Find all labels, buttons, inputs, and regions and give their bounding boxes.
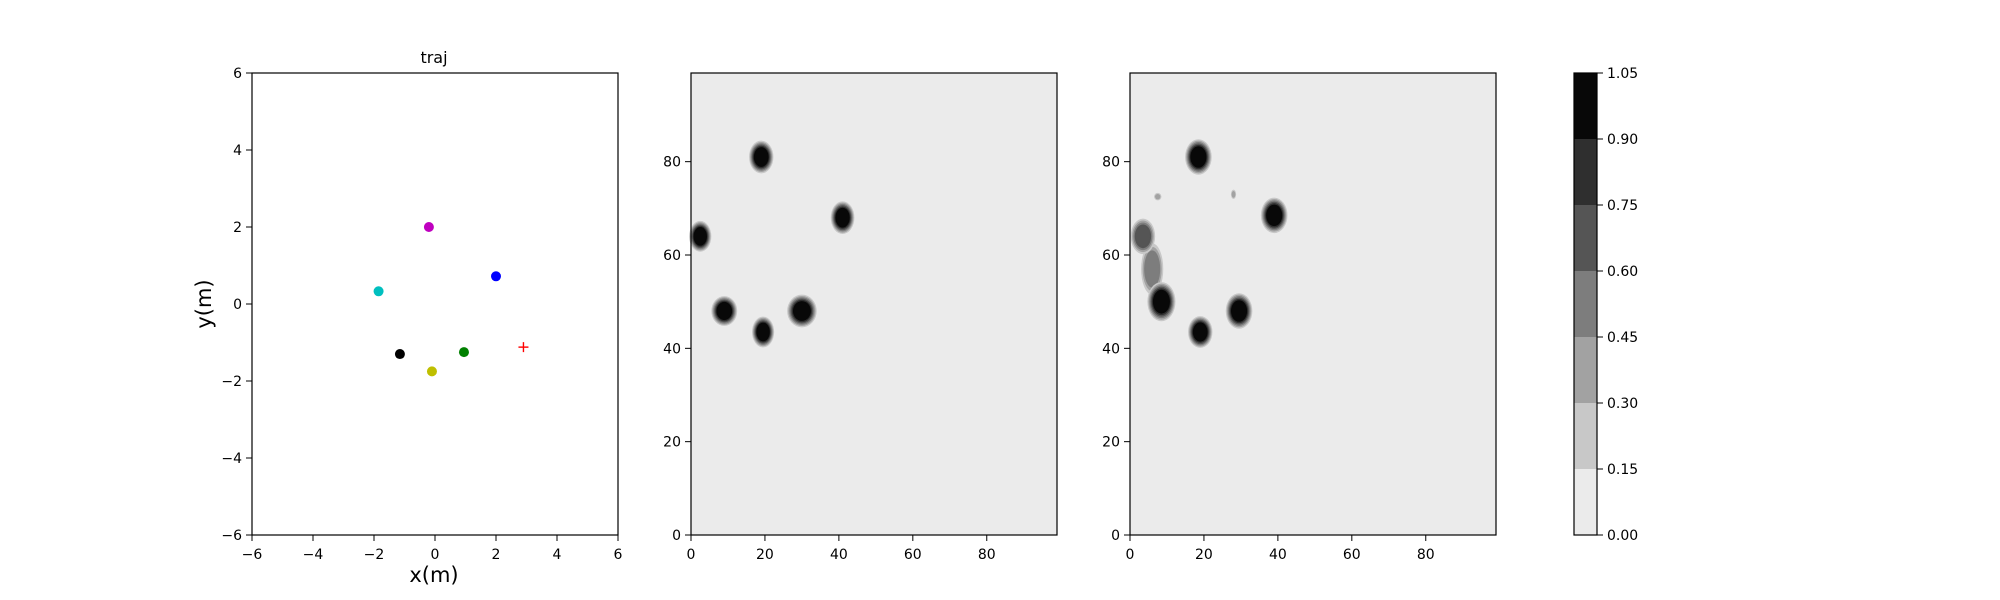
y-tick-label: 80 xyxy=(1102,155,1120,171)
y-tick-label: 40 xyxy=(1102,341,1120,357)
x-tick-label: 0 xyxy=(1126,547,1135,563)
map-obstacle-blob xyxy=(830,201,855,235)
x-tick-label: −6 xyxy=(242,547,263,563)
y-tick-label: 4 xyxy=(233,143,242,159)
y-tick-label: 60 xyxy=(1102,248,1120,264)
colorbar-bands xyxy=(1574,73,1597,535)
colorbar-band xyxy=(1574,139,1597,205)
x-tick-label: 0 xyxy=(431,547,440,563)
map-background xyxy=(691,73,1057,535)
x-tick-label: 60 xyxy=(904,547,922,563)
traj-agent-point xyxy=(423,222,434,232)
y-tick-label: 60 xyxy=(663,248,681,264)
x-tick-label: 20 xyxy=(1195,547,1213,563)
x-tick-label: −4 xyxy=(303,547,324,563)
x-tick-label: 6 xyxy=(614,547,623,563)
predicted-map-panel: 0 20 40 60 80 0 20 40 60 80 xyxy=(1102,72,1497,563)
y-tick-label: 6 xyxy=(233,66,242,82)
traj-agent-point xyxy=(458,347,469,358)
x-tick-label: 40 xyxy=(1269,547,1287,563)
map-obstacle-blob xyxy=(711,296,738,326)
y-tick-label: 0 xyxy=(672,528,681,544)
colorbar-tick-label: 0.00 xyxy=(1607,528,1638,544)
colorbar-band xyxy=(1574,469,1597,535)
x-tick-label: 80 xyxy=(978,547,996,563)
colorbar-band xyxy=(1574,337,1597,403)
colorbar-tick-label: 0.75 xyxy=(1607,198,1638,214)
x-tick-label: 2 xyxy=(492,547,501,563)
x-tick-label: −2 xyxy=(364,547,385,563)
traj-y-axis-label: y(m) xyxy=(192,279,216,328)
traj-agent-point xyxy=(426,366,437,377)
predicted-map-y-ticks: 0 20 40 60 80 xyxy=(1102,155,1130,544)
y-tick-label: −6 xyxy=(221,528,242,544)
colorbar-tick-label: 1.05 xyxy=(1607,66,1638,82)
colorbar-band xyxy=(1574,271,1597,337)
map-obstacle-blob xyxy=(689,220,712,252)
colorbar-tick-label: 0.90 xyxy=(1607,132,1638,148)
colorbar-frame xyxy=(1573,72,1598,536)
x-tick-label: 4 xyxy=(553,547,562,563)
occupancy-map-x-ticks: 0 20 40 60 80 xyxy=(687,535,996,563)
traj-y-ticks: −6 −4 −2 0 2 4 6 xyxy=(221,66,252,544)
traj-x-ticks: −6 −4 −2 0 2 4 6 xyxy=(242,535,623,563)
colorbar-tick-label: 0.30 xyxy=(1607,396,1638,412)
x-tick-label: 60 xyxy=(1343,547,1361,563)
map-obstacle-blob xyxy=(1154,192,1162,201)
traj-plot-frame xyxy=(251,72,619,536)
map-obstacle-blob xyxy=(1185,139,1212,175)
trajectory-panel: traj −6 −4 −2 0 2 4 6 −6 −4 −2 0 2 4 6 x(m) y(m) xyxy=(192,48,623,587)
map-background xyxy=(1130,73,1496,535)
traj-agent-point xyxy=(373,286,384,297)
y-tick-label: 0 xyxy=(1111,528,1120,544)
traj-title: traj xyxy=(420,48,447,67)
x-tick-label: 40 xyxy=(830,547,848,563)
map-obstacle-blob xyxy=(749,140,774,174)
predicted-map-frame xyxy=(1129,72,1497,536)
map-obstacle-blob xyxy=(752,316,775,348)
traj-agent-point xyxy=(394,349,405,360)
map-obstacle-blob xyxy=(1188,316,1213,348)
traj-goal-marker xyxy=(518,342,529,353)
occupancy-map-panel: 0 20 40 60 80 0 20 40 60 80 xyxy=(663,72,1058,563)
occupancy-map-frame xyxy=(690,72,1058,536)
occupancy-map-field xyxy=(689,73,1057,535)
x-tick-label: 20 xyxy=(756,547,774,563)
predicted-map-x-ticks: 0 20 40 60 80 xyxy=(1126,535,1435,563)
y-tick-label: 2 xyxy=(233,220,242,236)
colorbar-band xyxy=(1574,73,1597,139)
map-obstacle-blob xyxy=(1130,218,1156,255)
colorbar: 0.00 0.15 0.30 0.45 0.60 0.75 0.90 1.05 xyxy=(1573,66,1638,544)
y-tick-label: 20 xyxy=(663,435,681,451)
colorbar-tick-label: 0.15 xyxy=(1607,462,1638,478)
map-obstacle-blob xyxy=(1260,197,1288,234)
colorbar-ticks: 0.00 0.15 0.30 0.45 0.60 0.75 0.90 1.05 xyxy=(1597,66,1638,544)
y-tick-label: 80 xyxy=(663,155,681,171)
y-tick-label: −2 xyxy=(221,374,242,390)
traj-agent-point xyxy=(491,271,501,282)
colorbar-band xyxy=(1574,205,1597,271)
colorbar-tick-label: 0.60 xyxy=(1607,264,1638,280)
map-obstacle-blob xyxy=(1225,293,1253,329)
y-tick-label: 20 xyxy=(1102,435,1120,451)
map-obstacle-blob xyxy=(1141,243,1164,295)
traj-points xyxy=(373,222,529,377)
traj-x-axis-label: x(m) xyxy=(409,563,458,587)
occupancy-map-y-ticks: 0 20 40 60 80 xyxy=(663,155,691,544)
map-obstacle-blob xyxy=(1147,282,1176,322)
x-tick-label: 80 xyxy=(1417,547,1435,563)
map-obstacle-blob xyxy=(787,294,817,328)
y-tick-label: 0 xyxy=(233,297,242,313)
map-obstacle-blob xyxy=(1230,189,1237,199)
y-tick-label: −4 xyxy=(221,451,242,467)
y-tick-label: 40 xyxy=(663,341,681,357)
colorbar-tick-label: 0.45 xyxy=(1607,330,1638,346)
x-tick-label: 0 xyxy=(687,547,696,563)
predicted-map-field xyxy=(1130,73,1496,535)
colorbar-band xyxy=(1574,403,1597,469)
